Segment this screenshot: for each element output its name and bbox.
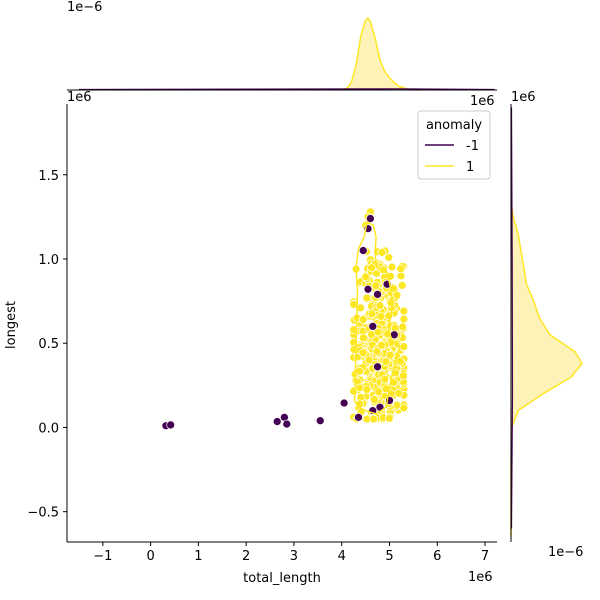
data-point: [386, 298, 396, 308]
x-tick-label: 2: [242, 549, 250, 564]
data-point: [381, 357, 391, 366]
series-anomaly-neg: [161, 214, 399, 431]
data-point: [272, 417, 282, 426]
data-point: [362, 385, 372, 394]
y-tick-label: 1.5: [38, 169, 59, 184]
right-marginal-offset: 1e−6: [548, 545, 583, 560]
data-point: [358, 315, 368, 324]
data-point: [381, 384, 391, 394]
data-point: [354, 412, 363, 422]
top-right-offset-text: 1e6: [470, 94, 495, 109]
data-point: [368, 322, 378, 331]
data-point: [398, 322, 407, 332]
top-marginal-offset: 1e−6: [67, 0, 102, 15]
y-offset-text: 1e6: [67, 90, 92, 105]
data-point: [282, 419, 292, 429]
data-point: [363, 284, 373, 294]
data-point: [371, 281, 381, 290]
top-marginal: 1e−6: [67, 0, 497, 91]
data-point: [361, 272, 371, 282]
data-point: [355, 383, 365, 393]
x-tick-label: 7: [481, 549, 489, 564]
x-tick-label: 0: [146, 549, 154, 564]
right-marginal: 1e−6: [510, 104, 583, 560]
right-marginal-kde-fill: [511, 200, 582, 537]
data-point: [399, 371, 408, 381]
data-point: [373, 327, 383, 337]
data-point: [358, 333, 368, 343]
data-point: [394, 388, 404, 398]
x-tick-label: 4: [338, 549, 346, 564]
y-ticks: −0.5 0.0 0.5 1.0 1.5: [27, 169, 67, 521]
data-point: [377, 248, 387, 257]
y-tick-label: 0.0: [38, 421, 59, 436]
data-point: [385, 350, 395, 360]
x-offset-text: 1e6: [468, 570, 493, 585]
data-point: [376, 312, 386, 321]
right-marginal-kde-neg-line: [510, 107, 514, 529]
y-axis-label: longest: [4, 301, 19, 349]
data-point: [375, 301, 385, 310]
data-point: [366, 214, 375, 223]
y-tick-label: 0.5: [38, 337, 59, 352]
data-point: [399, 314, 409, 324]
data-point: [367, 309, 377, 319]
data-point: [384, 414, 394, 423]
legend-label-pos: 1: [466, 160, 474, 175]
data-point: [362, 293, 372, 303]
data-point: [399, 306, 409, 316]
legend-label-neg: -1: [466, 139, 479, 154]
data-point: [397, 281, 407, 290]
x-tick-label: 1: [194, 549, 202, 564]
x-axis-label: total_length: [243, 571, 321, 586]
data-point: [358, 246, 368, 255]
data-point: [166, 420, 176, 430]
data-point: [399, 403, 409, 413]
data-point: [369, 414, 379, 424]
data-point: [339, 398, 349, 408]
x-ticks: −1 0 1 2 3 4 5 6 7: [93, 542, 489, 564]
data-point: [373, 362, 382, 372]
data-point: [364, 355, 374, 365]
data-point: [315, 416, 325, 426]
y-tick-label: −0.5: [27, 506, 59, 521]
kde-contour-anomaly-pos: [353, 220, 401, 415]
data-point: [372, 347, 382, 356]
data-point: [367, 263, 376, 273]
x-tick-label: −1: [93, 549, 112, 564]
top-marginal-kde-neg-line: [78, 88, 495, 91]
data-point: [384, 253, 394, 262]
top-marginal-kde-line: [336, 16, 419, 91]
x-tick-label: 6: [433, 549, 441, 564]
data-point: [380, 374, 390, 384]
top-marginal-kde-fill: [336, 18, 419, 90]
series-anomaly-pos: [349, 207, 409, 424]
legend-title: anomaly: [426, 118, 482, 133]
data-point: [373, 290, 382, 299]
data-point: [349, 325, 359, 335]
data-point: [399, 342, 409, 351]
x-tick-label: 5: [385, 549, 393, 564]
data-point: [392, 290, 402, 300]
data-point: [355, 366, 364, 376]
data-point: [369, 395, 379, 404]
data-point: [396, 264, 406, 274]
legend: anomaly -1 1: [417, 110, 491, 180]
right-marginal-top-offset: 1e6: [511, 90, 536, 105]
data-point: [395, 356, 405, 366]
data-point: [377, 340, 386, 350]
x-tick-label: 3: [290, 549, 298, 564]
y-tick-label: 1.0: [38, 253, 59, 268]
right-marginal-kde-line: [510, 199, 583, 537]
data-point: [358, 348, 368, 358]
data-point: [387, 262, 397, 272]
data-point: [374, 387, 383, 397]
